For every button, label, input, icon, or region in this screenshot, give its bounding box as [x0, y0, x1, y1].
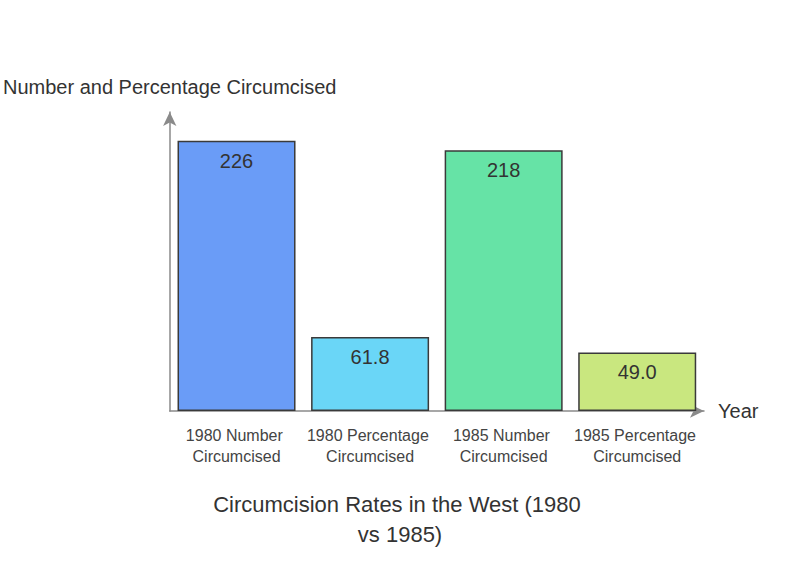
svg-text:226: 226 [220, 150, 253, 172]
svg-text:1985 Percentage: 1985 Percentage [574, 427, 700, 444]
svg-text:1980 Percentage: 1980 Percentage [307, 427, 433, 444]
svg-text:1985 Number: 1985 Number [453, 427, 554, 444]
svg-text:61.8: 61.8 [351, 346, 390, 368]
svg-text:Circumcised: Circumcised [326, 448, 414, 465]
svg-text:vs 1985): vs 1985) [358, 522, 442, 547]
svg-text:49.0: 49.0 [618, 361, 657, 383]
svg-text:Circumcised: Circumcised [193, 448, 281, 465]
svg-text:Circumcision Rates in the West: Circumcision Rates in the West (1980 [213, 492, 587, 517]
svg-text:Circumcised: Circumcised [460, 448, 548, 465]
svg-text:Year: Year [718, 400, 759, 422]
svg-text:Number and Percentage Circumci: Number and Percentage Circumcised [3, 76, 337, 98]
svg-text:Circumcised: Circumcised [593, 448, 681, 465]
svg-text:1980 Number: 1980 Number [186, 427, 287, 444]
svg-text:218: 218 [487, 159, 520, 181]
